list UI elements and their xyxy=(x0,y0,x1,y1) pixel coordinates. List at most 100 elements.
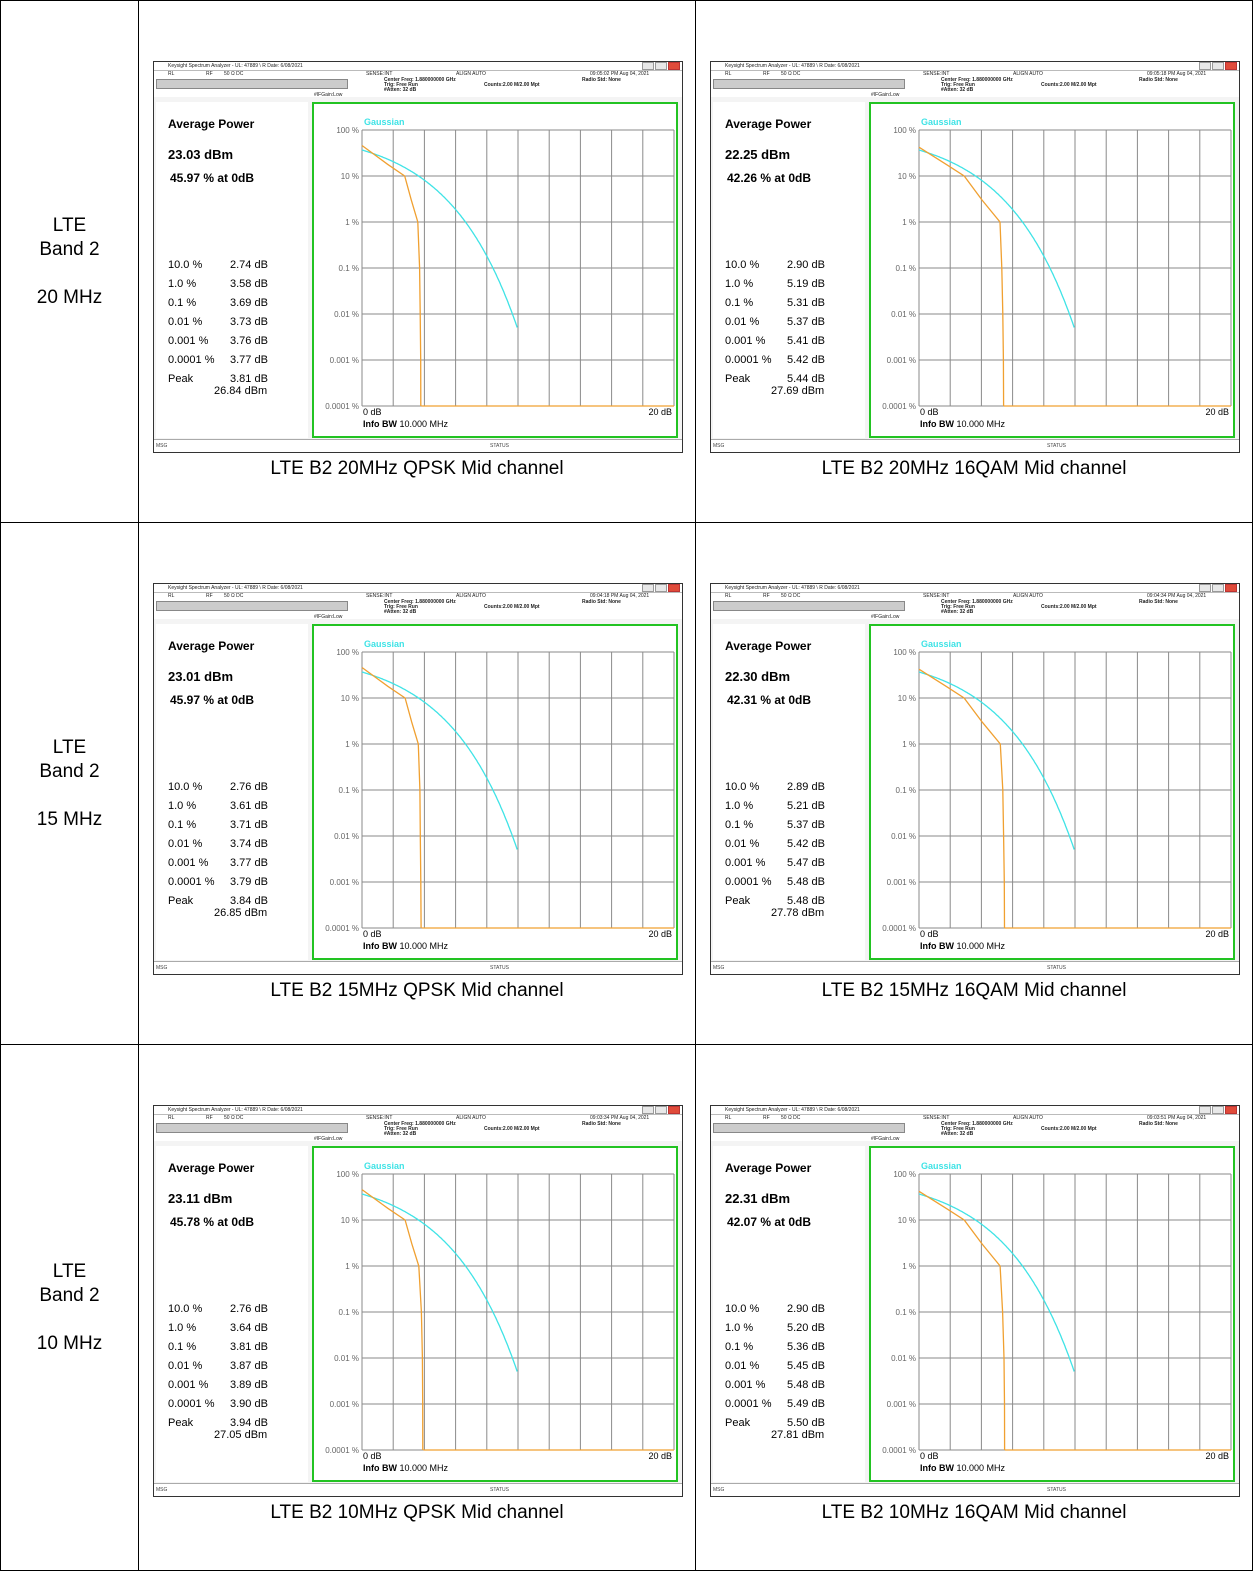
average-power-label: Average Power xyxy=(168,639,255,653)
window-buttons xyxy=(641,62,680,70)
probability-label: 0.0001 % xyxy=(168,876,215,888)
ccdf-value: 3.89 dB xyxy=(230,1379,268,1391)
restore-icon[interactable] xyxy=(1212,62,1224,70)
probability-label: 10.0 % xyxy=(168,259,203,271)
x-start-label: 0 dB xyxy=(363,407,382,417)
x-end-label: 20 dB xyxy=(648,407,672,417)
probability-label: 0.01 % xyxy=(725,316,760,328)
y-tick-label: 100 % xyxy=(336,648,359,657)
probability-label: 0.001 % xyxy=(168,857,209,869)
close-icon[interactable] xyxy=(668,1106,680,1114)
center-freq: Center Freq: 1.880000000 GHz xyxy=(941,599,1013,605)
peak-value: 5.44 dB xyxy=(787,373,825,385)
screenshot-cell: Keysight Spectrum Analyzer - UL: 47889 \… xyxy=(695,522,1253,1045)
gaussian-legend: Gaussian xyxy=(364,1161,405,1171)
msg-label: MSG xyxy=(713,1487,725,1493)
counts: Counts:2.00 M/2.00 Mpt xyxy=(1041,1126,1097,1132)
screenshot-caption: LTE B2 10MHz 16QAM Mid channel xyxy=(821,1502,1127,1523)
attenuation: #Atten: 32 dB xyxy=(941,1131,974,1137)
ccdf-value: 5.36 dB xyxy=(787,1341,825,1353)
attenuation: #Atten: 32 dB xyxy=(384,87,417,93)
row-label-line: LTE xyxy=(52,214,87,236)
ccdf-value: 2.90 dB xyxy=(787,1303,825,1315)
probability-label: 0.01 % xyxy=(725,1360,760,1372)
ccdf-value: 5.42 dB xyxy=(787,838,825,850)
ccdf-plot: 100 % 10 % 1 % 0.1 % 0.01 % 0.001 % 0.0001 % Ga… xyxy=(312,624,678,960)
restore-icon[interactable] xyxy=(1212,584,1224,592)
peak-value: 5.48 dB xyxy=(787,895,825,907)
minimize-icon[interactable] xyxy=(1199,62,1211,70)
sense-label: SENSE:INT xyxy=(366,71,393,77)
ccdf-value: 3.87 dB xyxy=(230,1360,268,1372)
window-title: Keysight Spectrum Analyzer - UL: 47889 \… xyxy=(725,585,860,591)
analyzer-header: RL RF 50 Ω DC SENSE:INT ALIGN AUTO 09:04:34 P… xyxy=(711,593,1239,620)
msg-label: MSG xyxy=(156,443,168,449)
peak-power-dbm: 26.85 dBm xyxy=(214,907,268,919)
restore-icon[interactable] xyxy=(655,584,667,592)
if-gain: #IFGain:Low xyxy=(314,92,343,98)
y-tick-label: 10 % xyxy=(898,172,916,181)
ccdf-value: 2.74 dB xyxy=(230,259,268,271)
close-icon[interactable] xyxy=(1225,584,1237,592)
rf-label: RF xyxy=(206,593,213,599)
ccdf-value: 5.21 dB xyxy=(787,800,825,812)
radio-standard: Radio Std: None xyxy=(582,599,621,605)
gaussian-legend: Gaussian xyxy=(921,639,962,649)
minimize-icon[interactable] xyxy=(1199,584,1211,592)
input-bar xyxy=(713,79,905,89)
measured-curve xyxy=(918,1190,1006,1451)
ccdf-value: 5.31 dB xyxy=(787,297,825,309)
align-label: ALIGN AUTO xyxy=(1013,1115,1043,1121)
peak-label: Peak xyxy=(168,373,194,385)
probability-label: 0.01 % xyxy=(168,1360,203,1372)
screenshot-caption: LTE B2 20MHz QPSK Mid channel xyxy=(270,458,564,479)
minimize-icon[interactable] xyxy=(642,584,654,592)
ccdf-value: 5.48 dB xyxy=(787,1379,825,1391)
probability-label: 10.0 % xyxy=(168,781,203,793)
restore-icon[interactable] xyxy=(1212,1106,1224,1114)
restore-icon[interactable] xyxy=(655,1106,667,1114)
gaussian-legend: Gaussian xyxy=(921,117,962,127)
ccdf-plot: 100 % 10 % 1 % 0.1 % 0.01 % 0.001 % 0.0001 % Ga… xyxy=(869,102,1235,438)
peak-power-dbm: 27.69 dBm xyxy=(771,385,825,397)
close-icon[interactable] xyxy=(1225,1106,1237,1114)
y-tick-label: 0.001 % xyxy=(330,1400,359,1409)
rf-label: RF xyxy=(763,71,770,77)
gaussian-legend: Gaussian xyxy=(364,117,405,127)
window-titlebar: Keysight Spectrum Analyzer - UL: 47889 \… xyxy=(154,1106,682,1115)
screenshot-caption: LTE B2 20MHz 16QAM Mid channel xyxy=(821,458,1127,479)
close-icon[interactable] xyxy=(668,584,680,592)
align-label: ALIGN AUTO xyxy=(456,1115,486,1121)
restore-icon[interactable] xyxy=(655,62,667,70)
percent-at-0db: 42.07 % at 0dB xyxy=(727,1215,812,1229)
screenshot-caption: LTE B2 10MHz QPSK Mid channel xyxy=(270,1502,564,1523)
ccdf-chart: 100 % 10 % 1 % 0.1 % 0.01 % 0.001 % 0.0001 % Ga… xyxy=(325,117,675,429)
row-label: LTE Band 2 10 MHz xyxy=(0,1044,139,1571)
gaussian-curve xyxy=(918,671,1075,850)
probability-label: 1.0 % xyxy=(725,800,754,812)
y-tick-label: 0.001 % xyxy=(330,878,359,887)
minimize-icon[interactable] xyxy=(1199,1106,1211,1114)
timestamp: 09:03:34 PM Aug 04, 2021 xyxy=(590,1115,650,1121)
window-title: Keysight Spectrum Analyzer - UL: 47889 \… xyxy=(168,1107,303,1113)
average-power-label: Average Power xyxy=(725,1161,812,1175)
y-tick-label: 0.0001 % xyxy=(882,924,916,933)
window-buttons xyxy=(1198,584,1237,592)
ccdf-value: 2.76 dB xyxy=(230,1303,268,1315)
x-start-label: 0 dB xyxy=(363,1451,382,1461)
ccdf-plot: 100 % 10 % 1 % 0.1 % 0.01 % 0.001 % 0.0001 % Ga… xyxy=(869,1146,1235,1482)
analyzer-header: RL RF 50 Ω DC SENSE:INT ALIGN AUTO 09:03:51 P… xyxy=(711,1115,1239,1142)
y-tick-label: 0.01 % xyxy=(334,310,359,319)
impedance-label: 50 Ω DC xyxy=(224,1115,244,1121)
screenshot-cell: Keysight Spectrum Analyzer - UL: 47889 \… xyxy=(138,522,696,1045)
y-tick-label: 1 % xyxy=(345,1262,359,1271)
close-icon[interactable] xyxy=(1225,62,1237,70)
y-tick-label: 10 % xyxy=(898,1216,916,1225)
minimize-icon[interactable] xyxy=(642,62,654,70)
ccdf-value: 5.47 dB xyxy=(787,857,825,869)
minimize-icon[interactable] xyxy=(642,1106,654,1114)
window-title: Keysight Spectrum Analyzer - UL: 47889 \… xyxy=(725,1107,860,1113)
ccdf-chart: 100 % 10 % 1 % 0.1 % 0.01 % 0.001 % 0.0001 % Ga… xyxy=(882,117,1232,429)
average-power-value: 23.03 dBm xyxy=(168,147,234,162)
close-icon[interactable] xyxy=(668,62,680,70)
